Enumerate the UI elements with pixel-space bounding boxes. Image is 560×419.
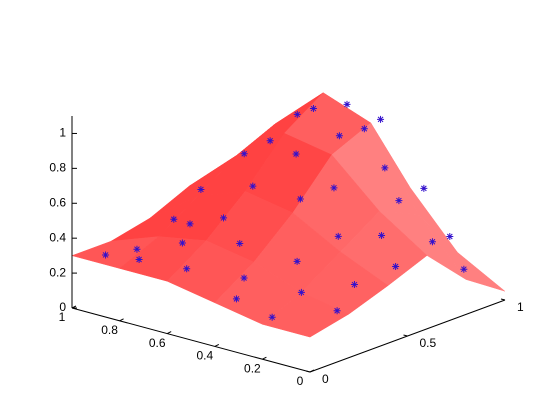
z-tick-label: 0.4 <box>49 230 66 244</box>
scatter-point <box>178 239 186 247</box>
scatter-point <box>236 239 244 247</box>
x-tick-label: 0.6 <box>149 336 166 350</box>
x-tick <box>214 343 220 347</box>
x-tick-label: 0.8 <box>101 323 118 337</box>
y-tick <box>500 298 506 301</box>
scatter-point <box>170 215 178 223</box>
scatter-point <box>220 214 228 222</box>
x-tick-label: 0.2 <box>244 361 261 375</box>
scatter-point <box>133 245 141 253</box>
x-tick-label: 0.4 <box>196 349 213 363</box>
scatter-point <box>377 115 385 123</box>
x-tick <box>166 331 172 335</box>
z-tick-label: 0.6 <box>49 195 66 209</box>
y-tick <box>403 334 408 337</box>
scatter-point <box>350 281 358 289</box>
scatter-point <box>309 105 317 113</box>
scatter-point <box>197 185 205 193</box>
y-tick <box>305 370 311 373</box>
scatter-point <box>293 110 301 118</box>
scatter-point <box>343 100 351 108</box>
scatter-point <box>378 232 386 240</box>
scatter-point <box>240 274 248 282</box>
scatter-point <box>334 232 342 240</box>
scatter-point <box>446 233 454 241</box>
scatter-point <box>249 182 257 190</box>
z-tick-label: 0.2 <box>49 265 66 279</box>
scatter-point <box>360 125 368 133</box>
scatter-point <box>240 150 248 158</box>
x-tick <box>262 356 267 360</box>
scatter-point <box>420 184 428 192</box>
z-tick-label: 1 <box>59 126 66 140</box>
scatter-point <box>293 257 301 265</box>
x-tick-label: 0 <box>297 374 304 388</box>
x-tick <box>71 305 77 309</box>
x-tick-label: 1 <box>59 310 66 324</box>
scatter-point <box>297 288 305 296</box>
scatter-point <box>395 197 403 205</box>
y-tick-label: 1 <box>517 300 524 314</box>
scatter-point <box>102 251 110 259</box>
scatter-point <box>266 137 274 145</box>
scatter-point <box>330 184 338 192</box>
scatter-point <box>333 307 341 315</box>
scatter-point <box>292 150 300 158</box>
scatter-point <box>381 164 389 172</box>
z-tick-label: 0.8 <box>49 161 66 175</box>
y-tick-label: 0 <box>322 372 329 386</box>
scatter-point <box>268 313 276 321</box>
scatter-point <box>296 195 304 203</box>
z-tick-label: 0 <box>59 300 66 314</box>
x-tick <box>119 318 124 322</box>
scatter-point <box>428 238 436 246</box>
scatter-point <box>460 265 468 273</box>
scatter-point <box>135 255 143 263</box>
scatter-point <box>392 262 400 270</box>
scatter-point <box>186 220 194 228</box>
scatter-point <box>232 295 240 303</box>
scatter-point <box>183 265 191 273</box>
x-axis <box>71 307 311 373</box>
y-tick-label: 0.5 <box>420 336 437 350</box>
scatter-point <box>335 132 343 140</box>
x-tick <box>309 369 315 373</box>
